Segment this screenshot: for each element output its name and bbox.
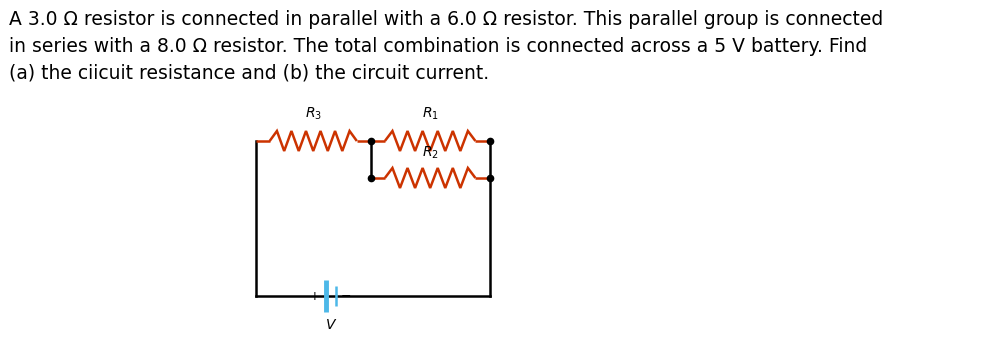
Text: $R_3$: $R_3$	[304, 106, 322, 122]
Text: A 3.0 Ω resistor is connected in parallel with a 6.0 Ω resistor. This parallel g: A 3.0 Ω resistor is connected in paralle…	[9, 10, 883, 82]
Text: $V$: $V$	[325, 318, 337, 332]
Text: +: +	[310, 290, 320, 302]
Text: $R_2$: $R_2$	[422, 145, 439, 161]
Text: −: −	[341, 290, 352, 302]
Text: $R_1$: $R_1$	[422, 106, 439, 122]
